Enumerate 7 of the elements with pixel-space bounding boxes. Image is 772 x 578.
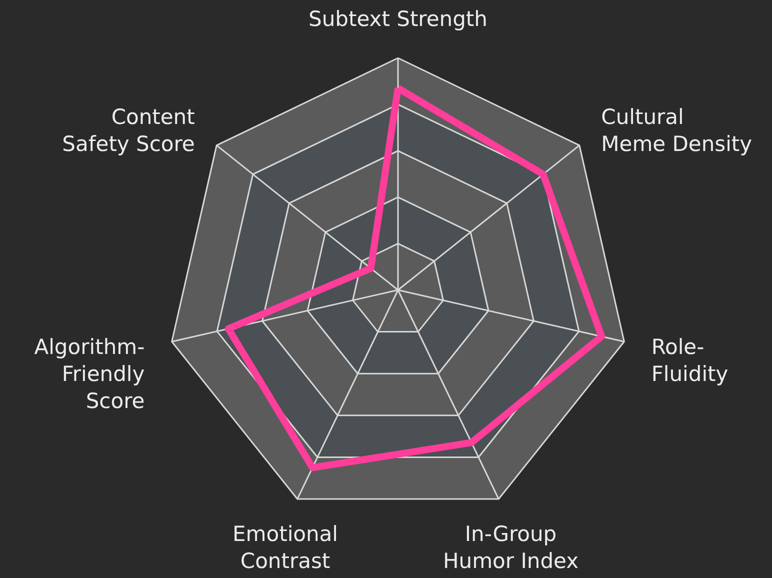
- spoke-label: In-Group Humor Index: [442, 522, 579, 574]
- spoke-label: Subtext Strength: [308, 7, 488, 32]
- spoke-label: Content Safety Score: [62, 104, 195, 156]
- spoke-label: Role-Fluidity: [651, 334, 728, 386]
- spoke-label: Cultural Meme Density: [601, 104, 752, 156]
- spoke-label: Algorithm-Friendly Score: [34, 334, 145, 413]
- spoke-label: Emotional Contrast: [232, 522, 338, 574]
